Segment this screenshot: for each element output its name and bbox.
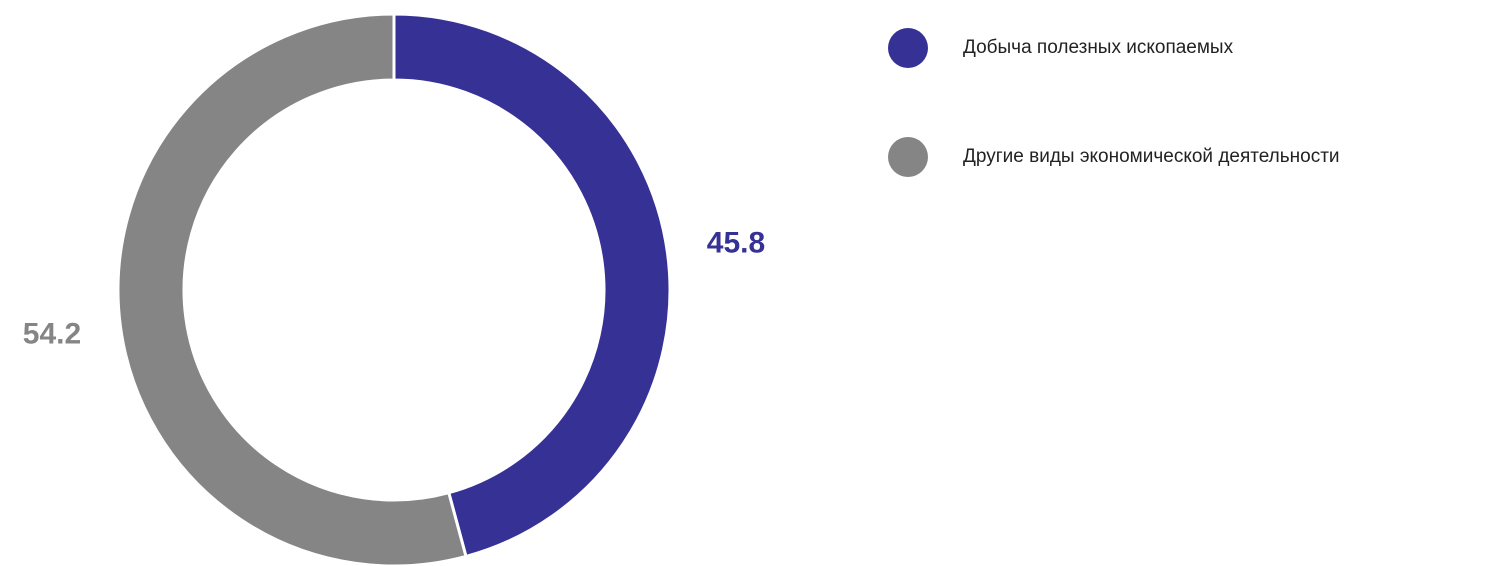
legend-label: Добыча полезных ископаемых <box>963 37 1234 58</box>
donut-segment <box>392 12 672 559</box>
legend-marker <box>888 137 928 177</box>
donut-segment <box>116 12 468 566</box>
legend-marker <box>888 28 928 68</box>
value-label: 45.8 <box>707 227 765 260</box>
value-label: 54.2 <box>23 317 81 350</box>
legend-label: Другие виды экономической деятельности <box>963 146 1340 167</box>
